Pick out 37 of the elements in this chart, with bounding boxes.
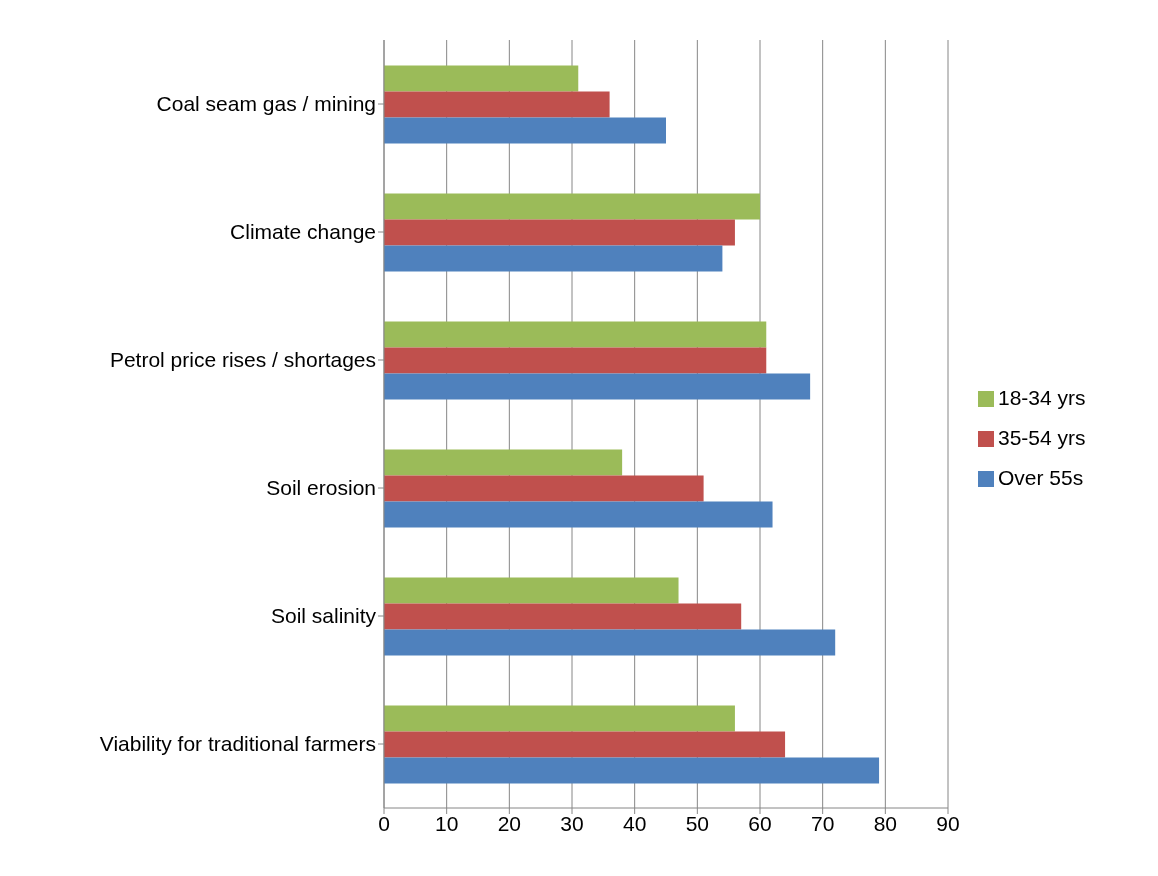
- legend-label: Over 55s: [998, 466, 1084, 489]
- y-tick-label: Coal seam gas / mining: [156, 92, 376, 116]
- y-tick-label: Climate change: [230, 220, 376, 244]
- y-tick-label: Soil salinity: [270, 604, 377, 628]
- bar: [384, 501, 773, 528]
- bar: [384, 373, 811, 400]
- x-tick-label: 70: [810, 811, 835, 835]
- y-tick-label: Viability for traditional farmers: [99, 732, 376, 756]
- legend-label: 35-54 yrs: [998, 426, 1086, 449]
- x-tick-label: 30: [560, 811, 584, 835]
- bar: [384, 219, 735, 246]
- bar: [384, 91, 610, 118]
- y-tick-label: Soil erosion: [266, 476, 376, 500]
- bar: [384, 731, 786, 758]
- bar: [384, 757, 880, 784]
- bar: [384, 245, 723, 272]
- legend-label: 18-34 yrs: [998, 386, 1086, 409]
- bar: [384, 347, 767, 374]
- x-tick-label: 40: [622, 811, 647, 835]
- bar: [384, 603, 742, 630]
- bar: [384, 577, 679, 604]
- x-tick-label: 90: [936, 811, 960, 835]
- bar: [384, 65, 579, 92]
- x-tick-label: 80: [873, 811, 898, 835]
- x-tick-label: 0: [378, 811, 390, 835]
- x-tick-label: 60: [748, 811, 772, 835]
- bar: [384, 321, 767, 348]
- x-tick-label: 50: [685, 811, 710, 835]
- bar: [384, 475, 704, 502]
- bar: [384, 193, 760, 220]
- bar: [384, 117, 666, 144]
- y-tick-label: Petrol price rises / shortages: [109, 348, 376, 372]
- bar: [384, 629, 836, 656]
- bar: [384, 705, 735, 732]
- x-tick-label: 20: [497, 811, 522, 835]
- x-tick-label: 10: [434, 811, 459, 835]
- bar: [384, 449, 623, 476]
